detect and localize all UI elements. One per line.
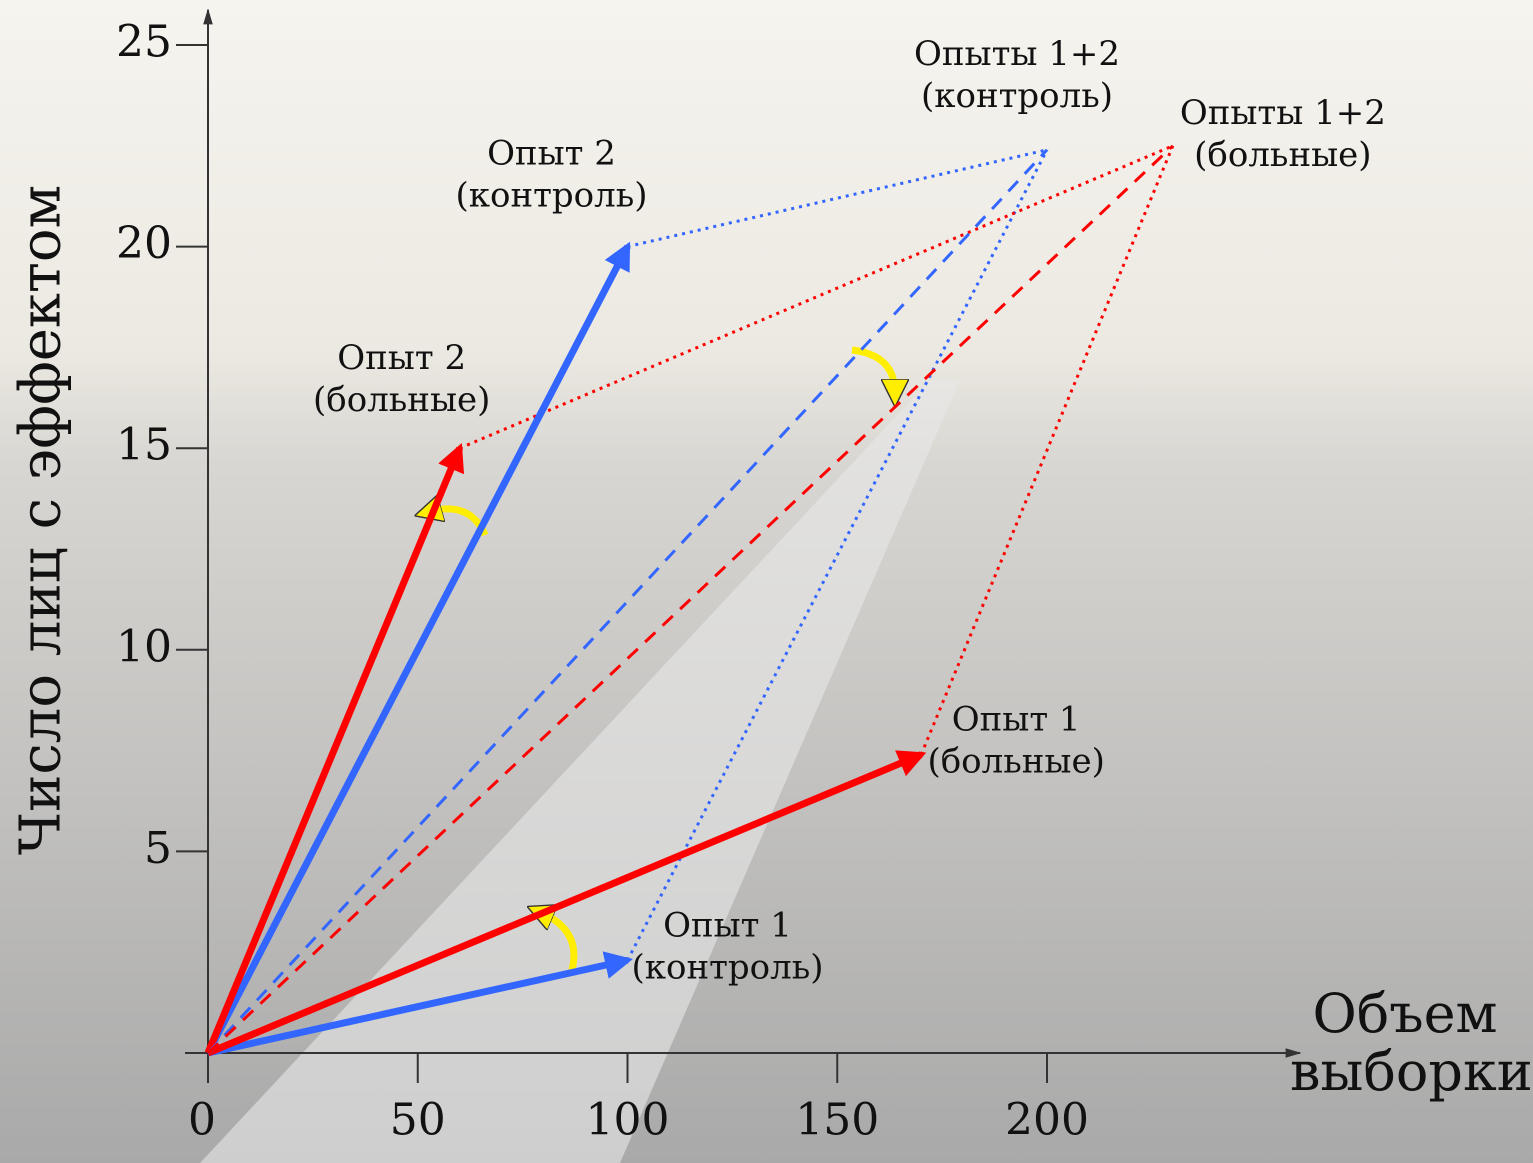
x-tick-label: 50 <box>390 1095 446 1146</box>
vector <box>206 750 927 1057</box>
vector <box>207 951 633 1057</box>
completion-line <box>919 145 1175 756</box>
x-tick-label: 150 <box>795 1095 879 1146</box>
y-tick-label: 10 <box>116 621 172 672</box>
x-tick-label: 200 <box>1005 1095 1089 1146</box>
y-tick-label: 25 <box>116 17 172 68</box>
vector-label: Опыты 1+2 <box>914 34 1120 74</box>
x-axis-label: Объем выборки <box>1290 982 1533 1103</box>
y-tick-label: 5 <box>144 823 172 874</box>
vector <box>206 148 1049 1055</box>
y-axis-label: Число лиц с эффектом <box>9 185 74 855</box>
x-tick-label: 0 <box>188 1095 216 1146</box>
vector-label: (больные) <box>1194 135 1371 175</box>
x-tick-label: 100 <box>586 1095 670 1146</box>
vector-label: (больные) <box>313 380 490 420</box>
vector <box>204 443 465 1055</box>
y-tick-label: 20 <box>116 218 172 269</box>
vector-label: Опыты 1+2 <box>1180 93 1386 133</box>
vector-label: Опыт 1 <box>663 905 792 945</box>
completion-line <box>626 149 1049 961</box>
vector-label: (контроль) <box>921 76 1113 116</box>
vector-label: Опыт 1 <box>952 700 1081 740</box>
road-stripe <box>200 380 960 1163</box>
vector-label: Опыт 2 <box>487 134 616 174</box>
rotation-arrow <box>540 912 578 971</box>
vector-label: (контроль) <box>455 176 647 216</box>
vector <box>206 144 1174 1055</box>
rotation-arrow <box>851 346 895 393</box>
vector-label: (больные) <box>927 742 1104 782</box>
y-tick-label: 15 <box>116 420 172 471</box>
completion-line <box>459 144 1174 450</box>
vector-label: Опыт 2 <box>337 338 466 378</box>
vector <box>204 241 631 1055</box>
vector-label: (контроль) <box>631 947 823 987</box>
